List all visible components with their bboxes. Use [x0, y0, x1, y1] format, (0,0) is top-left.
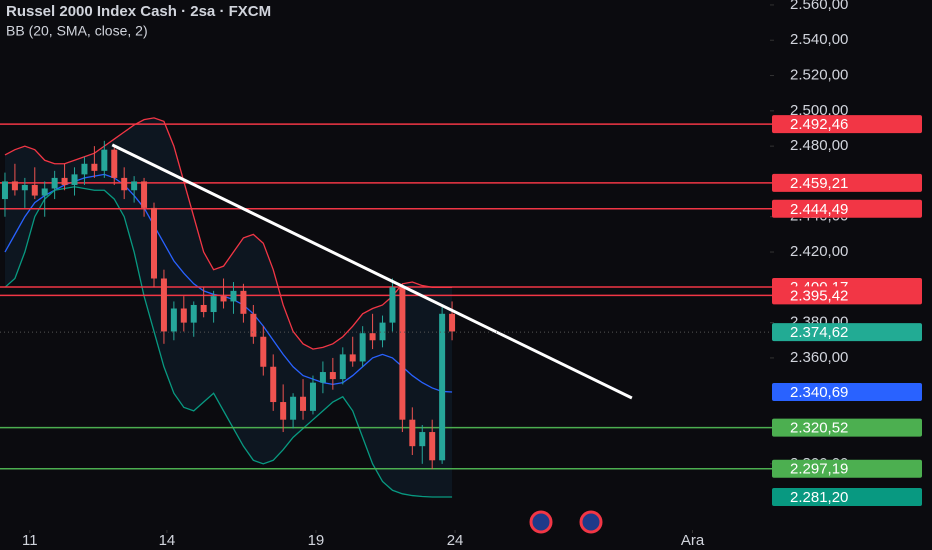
candle-body — [270, 366, 277, 403]
candle-body — [429, 432, 436, 461]
x-tick-label: 11 — [22, 532, 38, 549]
price-badge-label: 2.281,20 — [790, 489, 848, 506]
candle-body — [180, 308, 187, 323]
candle-body — [240, 290, 247, 314]
candle-body — [170, 308, 177, 332]
candle-body — [31, 184, 38, 196]
candle-body — [51, 177, 58, 189]
candle-body — [210, 296, 217, 313]
candle-body — [419, 432, 426, 447]
candle-body — [220, 296, 227, 302]
price-badge — [772, 323, 922, 342]
candle-body — [131, 181, 138, 191]
price-badge — [772, 487, 922, 506]
x-tick-label: 19 — [308, 532, 325, 549]
event-icons — [529, 510, 603, 534]
candle-body — [319, 372, 326, 383]
price-badge-label: 2.492,46 — [790, 116, 848, 133]
candle-body — [359, 333, 366, 362]
candle-body — [280, 402, 287, 420]
price-badge-label: 2.374,62 — [790, 324, 848, 341]
candle-body — [200, 304, 207, 313]
price-badge-label: 2.459,21 — [790, 175, 848, 192]
candle-body — [329, 372, 336, 380]
price-badge — [772, 383, 922, 402]
band-lower — [4, 186, 453, 498]
indicator-label: BB (20, SMA, close, 2) — [6, 23, 148, 39]
y-tick-label: 2.520,00 — [790, 67, 848, 84]
x-tick-label: 14 — [159, 532, 176, 549]
candle-body — [339, 354, 346, 380]
candle-body — [81, 163, 88, 175]
y-tick-label: 2.560,00 — [790, 0, 848, 13]
candle-body — [409, 419, 416, 447]
candle-body — [1, 181, 8, 200]
band-middle — [4, 173, 453, 393]
event-icon — [529, 510, 553, 534]
candle-body — [121, 177, 128, 191]
candle-body — [111, 149, 118, 178]
y-tick-label: 2.480,00 — [790, 137, 848, 154]
candle-body — [379, 322, 386, 341]
candle-body — [101, 149, 108, 171]
candle-body — [369, 333, 376, 341]
price-badge-label: 2.444,49 — [790, 201, 848, 218]
trend-line — [111, 143, 633, 400]
x-tick-label: Ara — [681, 532, 705, 549]
price-badge — [772, 173, 922, 192]
candle-body — [300, 396, 307, 411]
price-badge — [772, 199, 922, 218]
candle-body — [11, 181, 18, 191]
band-fill — [4, 117, 453, 497]
candle-body — [91, 163, 98, 171]
candle-body — [41, 188, 48, 196]
candle-body — [151, 207, 157, 279]
price-badge — [772, 418, 922, 437]
price-badge — [772, 286, 922, 305]
candle-body — [71, 174, 78, 185]
candle-body — [61, 177, 68, 185]
candle-body — [439, 313, 446, 461]
price-badge — [772, 115, 922, 134]
candle-body — [250, 313, 257, 337]
candle-body — [160, 278, 167, 332]
candle-body — [190, 304, 197, 323]
y-tick-label: 2.500,00 — [790, 102, 848, 119]
event-icon — [579, 510, 603, 534]
y-tick-label: 2.420,00 — [790, 243, 848, 260]
price-badge-label: 2.320,52 — [790, 420, 848, 437]
candle-body — [21, 184, 28, 191]
candle-body — [260, 336, 267, 367]
candle-body — [290, 396, 297, 420]
candle-body — [230, 290, 237, 302]
price-badge-label: 2.395,42 — [790, 287, 848, 304]
candle-body — [141, 181, 148, 208]
candle-body — [399, 287, 406, 420]
y-tick-label: 2.360,00 — [790, 349, 848, 366]
candle-body — [349, 354, 356, 362]
price-badge-label: 2.340,69 — [790, 384, 848, 401]
candle-body — [389, 287, 396, 323]
x-tick-label: 24 — [447, 532, 464, 549]
plot — [0, 117, 772, 498]
y-tick-label: 2.540,00 — [790, 31, 848, 48]
price-badge — [772, 459, 922, 478]
price-badge-label: 2.297,19 — [790, 461, 848, 478]
candle-body — [449, 313, 456, 332]
band-upper — [4, 117, 453, 350]
candle-body — [309, 382, 316, 411]
chart-title: Russel 2000 Index Cash · 2sa · FXCM — [6, 3, 271, 20]
